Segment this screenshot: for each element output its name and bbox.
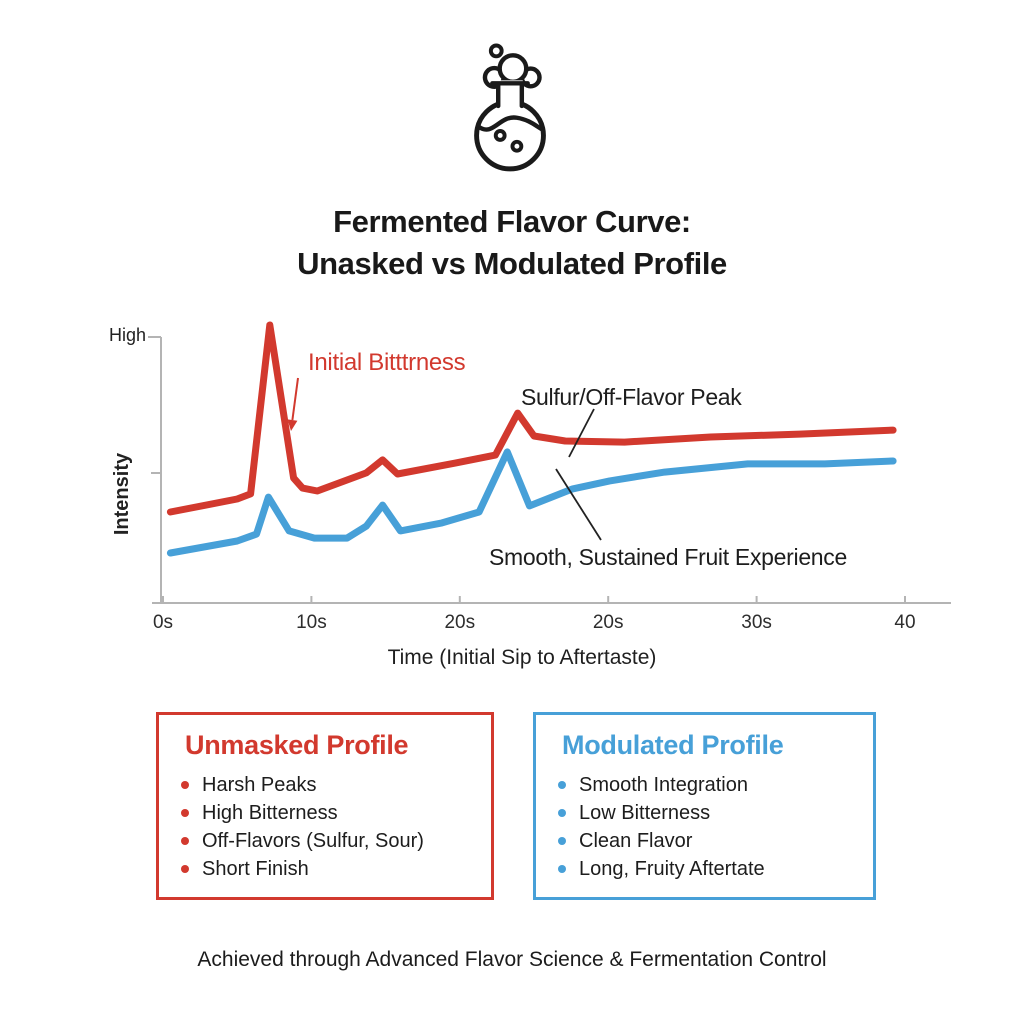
curve-unmasked-profile bbox=[166, 321, 897, 516]
annotation-initial-bitterness: Initial Bitttrness bbox=[308, 349, 466, 376]
annotation-sulfur-off-flavor-peak: Sulfur/Off-Flavor Peak bbox=[521, 384, 742, 410]
modulated-profile-title: Modulated Profile bbox=[562, 730, 784, 760]
bullet-dot-icon bbox=[558, 865, 566, 873]
bullet-dot-icon bbox=[558, 809, 566, 817]
bullet-dot-icon bbox=[558, 781, 566, 789]
legend-item-label: Off-Flavors (Sulfur, Sour) bbox=[202, 829, 424, 852]
leader-initial-bitterness bbox=[291, 377, 299, 421]
legend-item-label: Long, Fruity Aftertate bbox=[579, 857, 765, 880]
x-tick-label: 20s bbox=[592, 612, 624, 633]
x-axis-title: Time (Initial Sip to Aftertaste) bbox=[387, 646, 657, 669]
legend-item: Clean Flavor bbox=[558, 827, 873, 855]
legend-item: Long, Fruity Aftertate bbox=[558, 855, 873, 883]
leader-smooth-fruit bbox=[555, 468, 602, 541]
legend-item: High Bitterness bbox=[181, 799, 491, 827]
leader-sulfur-peak bbox=[568, 408, 595, 458]
legend-item-label: Low Bitterness bbox=[579, 801, 711, 824]
modulated-profile-box: Modulated Profile Smooth Integration Low … bbox=[533, 712, 876, 900]
flask-liquid-wave-icon bbox=[476, 115, 545, 132]
page-title: Fermented Flavor Curve: Unasked vs Modul… bbox=[0, 201, 1024, 285]
curve-modulated-profile bbox=[166, 448, 897, 557]
annotation-smooth-sustained-fruit: Smooth, Sustained Fruit Experience bbox=[489, 544, 847, 570]
x-tick-label: 10s bbox=[296, 612, 327, 633]
flask-bubble-inside-1-icon bbox=[493, 129, 507, 142]
legend-item-label: Clean Flavor bbox=[579, 829, 693, 852]
legend-item: Short Finish bbox=[181, 855, 491, 883]
x-tick-label: 0s bbox=[152, 612, 174, 633]
bullet-dot-icon bbox=[181, 837, 189, 845]
flask-icon bbox=[474, 43, 546, 172]
modulated-profile-list: Smooth Integration Low Bitterness Clean Fl… bbox=[536, 771, 873, 883]
legend-item-label: High Bitterness bbox=[202, 801, 338, 824]
unmasked-profile-title: Unmasked Profile bbox=[185, 730, 409, 760]
bullet-dot-icon bbox=[558, 837, 566, 845]
unmasked-profile-list: Harsh Peaks High Bitterness Off-Flavors (S… bbox=[159, 771, 491, 883]
legend-item: Off-Flavors (Sulfur, Sour) bbox=[181, 827, 491, 855]
legend-item-label: Smooth Integration bbox=[579, 773, 748, 796]
bullet-dot-icon bbox=[181, 809, 189, 817]
page-title-line1: Fermented Flavor Curve: bbox=[333, 204, 691, 239]
y-axis-high-label: High bbox=[108, 325, 146, 345]
flask-bubble-inside-2-icon bbox=[510, 139, 524, 153]
legend-item: Harsh Peaks bbox=[181, 771, 491, 799]
bubble-cloud-main-icon bbox=[497, 53, 529, 85]
footer-note: Achieved through Advanced Flavor Science… bbox=[197, 948, 827, 971]
legend-item: Low Bitterness bbox=[558, 799, 873, 827]
legend-item-label: Short Finish bbox=[202, 857, 309, 880]
legend-item-label: Harsh Peaks bbox=[202, 773, 317, 796]
bullet-dot-icon bbox=[181, 781, 189, 789]
bullet-dot-icon bbox=[181, 865, 189, 873]
leader-arrowhead bbox=[287, 419, 298, 431]
legend-item: Smooth Integration bbox=[558, 771, 873, 799]
x-tick-label: 30s bbox=[741, 612, 772, 633]
flask-bulb-icon bbox=[474, 99, 546, 172]
x-tick-label: 40 bbox=[894, 612, 916, 633]
unmasked-profile-box: Unmasked Profile Harsh Peaks High Bittern… bbox=[156, 712, 494, 900]
y-axis-title: Intensity bbox=[111, 452, 133, 536]
x-tick-label: 20s bbox=[444, 612, 476, 633]
flask-neck-fill bbox=[497, 80, 523, 106]
page-title-line2: Unasked vs Modulated Profile bbox=[297, 246, 727, 281]
bubble-small-icon bbox=[488, 43, 504, 59]
